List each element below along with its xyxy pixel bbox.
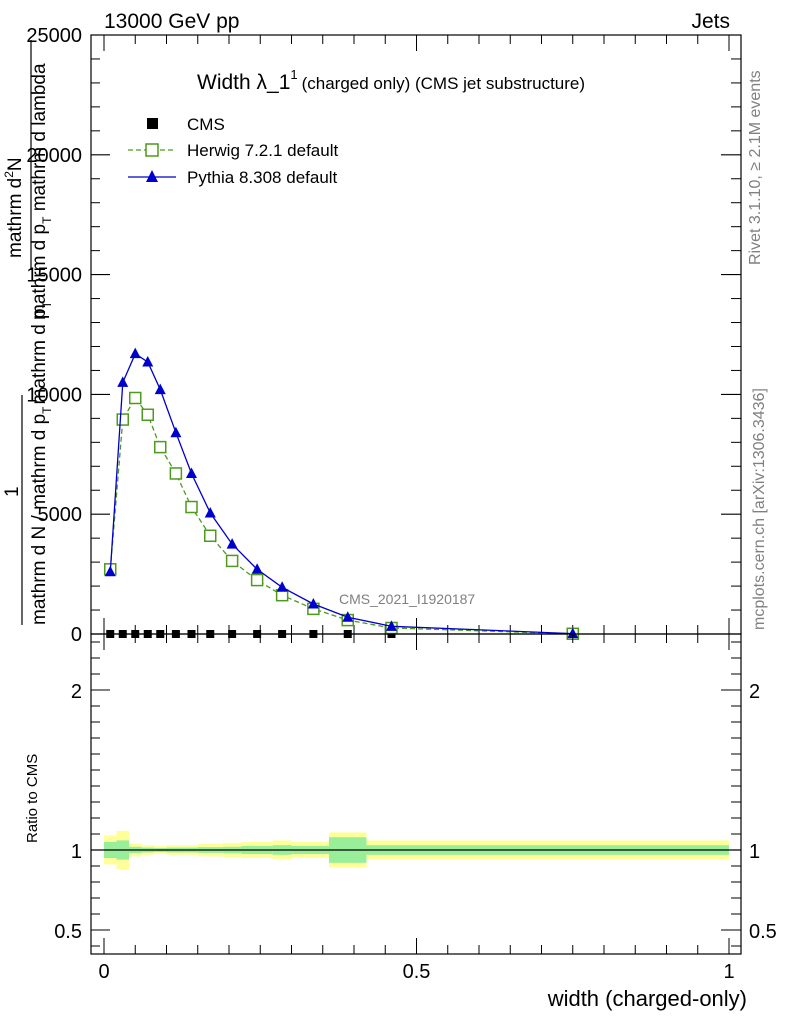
pythia-point	[251, 563, 263, 574]
mcplots-reference-label: mcplots.cern.ch [arXiv:1306.3436]	[751, 388, 768, 630]
pythia-point	[186, 467, 197, 478]
legend-cms-label: CMS	[187, 115, 225, 134]
ratio-y-axis-label: Ratio to CMS	[24, 754, 41, 843]
pythia-point	[204, 507, 216, 518]
ratio-tick-label-left: 2	[71, 681, 82, 703]
pythia-markers	[104, 347, 579, 639]
ratio-panel: 0.5 0.51 12 2 0 0.5 1 Ratio to CMS width (cha…	[24, 633, 777, 1011]
pythia-point	[342, 611, 354, 622]
ratio-tick-label-right: 2	[749, 681, 760, 703]
pythia-point	[104, 565, 116, 577]
svg-text:1: 1	[2, 486, 23, 497]
y-tick-label: 25000	[26, 25, 82, 47]
herwig-point	[250, 573, 264, 587]
y-tick-label: 10000	[26, 384, 82, 406]
main-y-axis-label: mathrm d2N mathrm d pT mathrm d lambda 1…	[2, 40, 54, 625]
pythia-series	[104, 347, 579, 639]
x-axis-label: width (charged-only)	[547, 986, 747, 1011]
svg-text:mathrm d2N: mathrm d2N	[2, 157, 26, 258]
herwig-point	[154, 440, 167, 454]
y-tick-label: 0	[71, 624, 82, 646]
herwig-point	[129, 391, 142, 405]
header-category: Jets	[691, 10, 730, 33]
legend-herwig-label: Herwig 7.2.1 default	[187, 141, 338, 160]
pythia-point	[307, 598, 319, 609]
ratio-y-tick-labels: 0.5 0.5 1 1 2 2	[54, 681, 777, 943]
legend-pythia-marker	[146, 170, 158, 182]
x-tick-label: 0.5	[403, 961, 431, 983]
rivet-version-label: Rivet 3.1.10, ≥ 2.1M events	[747, 70, 764, 265]
pythia-point	[117, 376, 129, 387]
svg-text:mathrm d N / mathrm d pTmathrm: mathrm d N / mathrm d pTmathrm d pT	[29, 300, 54, 625]
herwig-point	[225, 554, 239, 568]
ratio-panel-frame	[90, 633, 742, 955]
pythia-point	[567, 627, 579, 639]
pythia-point	[226, 538, 238, 549]
herwig-point	[185, 500, 198, 514]
herwig-point	[169, 467, 183, 480]
pythia-point	[170, 426, 182, 438]
pythia-point	[154, 383, 166, 395]
y-tick-label: 5000	[38, 504, 83, 526]
legend: CMS Herwig 7.2.1 default Pythia 8.308 de…	[128, 115, 338, 187]
herwig-point	[116, 413, 129, 426]
pythia-point	[129, 347, 141, 359]
main-plot-panel: 0 5000 10000 15000 20000 25000 Width λ_11 (cha…	[26, 25, 742, 646]
legend-cms-marker	[147, 118, 158, 129]
ratio-tick-label-right: 1	[749, 841, 760, 863]
header-collision: 13000 GeV pp	[104, 10, 239, 33]
main-plot-y-tick-labels: 0 5000 10000 15000 20000 25000	[26, 25, 82, 646]
y-tick-label: 15000	[26, 265, 82, 287]
x-tick-label: 1	[723, 961, 734, 983]
pythia-point	[276, 581, 288, 592]
svg-text:mathrm d pT mathrm d lambda: mathrm d pT mathrm d lambda	[29, 63, 54, 320]
x-tick-labels: 0 0.5 1	[98, 961, 734, 983]
ratio-tick-label-left: 0.5	[54, 921, 82, 943]
y-tick-label: 20000	[26, 145, 82, 167]
pythia-point	[142, 356, 154, 367]
legend-pythia-label: Pythia 8.308 default	[187, 168, 338, 187]
herwig-point	[141, 408, 154, 422]
ratio-tick-label-left: 1	[71, 841, 82, 863]
pythia-point	[386, 620, 397, 631]
analysis-watermark: CMS_2021_I1920187	[339, 591, 475, 607]
plot-title: Width λ_11 (charged only) (CMS jet substr…	[197, 67, 585, 94]
ratio-panel-ticks	[91, 634, 741, 954]
ratio-tick-label-right: 0.5	[749, 921, 777, 943]
x-tick-label: 0	[98, 961, 109, 983]
legend-herwig-marker	[145, 143, 159, 157]
herwig-point	[204, 529, 217, 543]
